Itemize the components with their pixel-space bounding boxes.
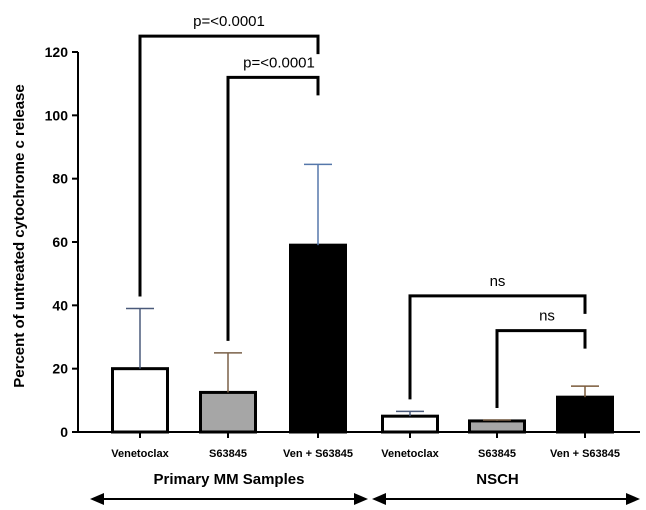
significance-bracket [408, 294, 587, 400]
x-tick-label: Venetoclax [111, 448, 169, 460]
axes: 0 20 40 60 80 100 120 Venetoclax S63845 Ven + S63… [45, 44, 640, 460]
bar [111, 367, 169, 434]
x-tick-label: S63845 [209, 448, 247, 460]
significance-label: ns [490, 273, 506, 290]
significance-bracket [226, 75, 320, 341]
group-label: NSCH [476, 471, 519, 488]
x-tick-label: Ven + S63845 [550, 448, 620, 460]
x-tick-label: S63845 [478, 448, 516, 460]
significance-label: ns [539, 308, 555, 325]
bar [468, 419, 526, 434]
error-bars [126, 163, 599, 421]
group-arrow-left-head [90, 493, 104, 505]
y-axis-label: Percent of untreated cytochrome c releas… [11, 84, 28, 387]
y-tick-label: 20 [52, 361, 68, 377]
bar [381, 414, 439, 434]
y-tick-label: 60 [52, 234, 68, 250]
y-tick-label: 0 [60, 424, 68, 440]
significance-label: p=<0.0001 [193, 13, 265, 30]
group-arrow-right-head [354, 493, 368, 505]
bar [199, 390, 257, 434]
significance-bracket [138, 34, 320, 297]
y-tick-label: 120 [45, 44, 69, 60]
group-arrows: Primary MM Samples NSCH [90, 471, 640, 505]
group-label: Primary MM Samples [154, 471, 305, 488]
y-tick-label: 100 [45, 107, 69, 123]
x-tick-label: Ven + S63845 [283, 448, 353, 460]
bar [289, 243, 347, 434]
y-tick-label: 80 [52, 171, 68, 187]
significance-label: p=<0.0001 [243, 54, 315, 71]
y-tick-label: 40 [52, 297, 68, 313]
bar [556, 395, 614, 434]
significance-brackets: p=<0.0001 p=<0.0001 ns ns [138, 13, 587, 408]
group-arrow-left-head [372, 493, 386, 505]
bars [111, 243, 614, 434]
significance-bracket [495, 329, 587, 408]
x-tick-label: Venetoclax [381, 448, 439, 460]
group-arrow-right-head [626, 493, 640, 505]
